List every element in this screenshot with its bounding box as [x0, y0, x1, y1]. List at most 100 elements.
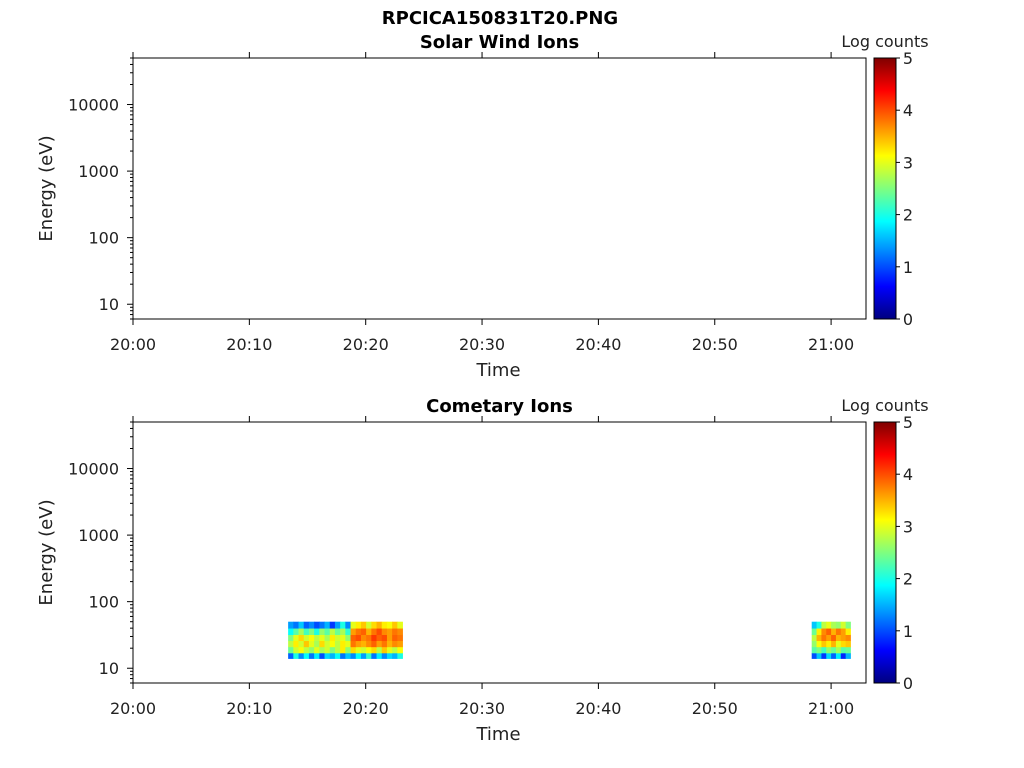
heatmap-cell: [831, 652, 837, 659]
heatmap-cell: [835, 640, 842, 648]
heatmap-cell: [329, 621, 336, 629]
heatmap-cell: [826, 621, 832, 629]
heatmap-cell: [821, 652, 827, 659]
heatmap-cell: [366, 640, 372, 648]
colorbar-tick-label: 3: [903, 517, 913, 536]
heatmap-cell: [303, 634, 310, 642]
heatmap-cell: [345, 628, 351, 635]
heatmap-cell: [392, 628, 398, 635]
x-tick-label: 20:30: [459, 335, 505, 354]
heatmap-cell: [816, 640, 822, 648]
x-tick-label: 21:00: [808, 699, 854, 718]
x-axis-label: Time: [475, 724, 520, 745]
heatmap-cell: [840, 634, 847, 642]
x-tick-label: 20:00: [110, 335, 156, 354]
heatmap-cell: [298, 652, 305, 659]
x-tick-label: 20:00: [110, 699, 156, 718]
heatmap-cell: [334, 634, 341, 642]
heatmap-cell: [355, 621, 362, 629]
heatmap-cell: [840, 640, 847, 648]
heatmap-cell: [845, 634, 851, 642]
heatmap-cell: [392, 640, 398, 648]
heatmap-cell: [392, 634, 398, 642]
heatmap-cell: [840, 646, 847, 654]
heatmap-cell: [826, 628, 832, 635]
heatmap-cell: [845, 621, 851, 629]
x-tick-label: 20:10: [226, 335, 272, 354]
heatmap-cell: [355, 628, 362, 635]
heatmap-cell: [831, 621, 837, 629]
heatmap-cell: [319, 646, 325, 654]
heatmap-cell: [329, 634, 336, 642]
colorbar-label: Log counts: [841, 396, 928, 415]
heatmap-cell: [845, 652, 851, 659]
heatmap-cell: [288, 628, 294, 635]
heatmap-cell: [840, 652, 847, 659]
heatmap-cell: [366, 634, 372, 642]
heatmap-cell: [345, 634, 351, 642]
heatmap-cell: [314, 634, 320, 642]
heatmap-cell: [821, 628, 827, 635]
heatmap-cell: [397, 652, 403, 659]
heatmap-cell: [360, 621, 367, 629]
heatmap-cell: [386, 621, 393, 629]
x-axis: 20:00 20:10 20:20 20:30 20:40 20:50 21:00 Time: [110, 52, 854, 381]
y-tick-label: 10: [99, 659, 119, 678]
panels: Solar Wind Ions 20:00 20:10 20:20 20:30 20:40…: [36, 32, 929, 745]
heatmap-cell: [845, 628, 851, 635]
heatmap-cell: [314, 640, 320, 648]
y-axis-label: Energy (eV): [36, 135, 57, 241]
heatmap-cell: [303, 628, 310, 635]
heatmap-cell: [360, 652, 367, 659]
heatmap-cell: [303, 652, 310, 659]
heatmap-cell: [381, 628, 388, 635]
heatmap-cell: [293, 621, 299, 629]
heatmap-cell: [366, 646, 372, 654]
heatmap-cell: [334, 628, 341, 635]
heatmap-cell: [826, 640, 832, 648]
heatmap-cell: [324, 652, 331, 659]
heatmap-cell: [371, 628, 377, 635]
heatmap-cell: [376, 634, 383, 642]
heatmap-cell: [308, 628, 315, 635]
heatmap-cell: [355, 640, 362, 648]
heatmap-cell: [831, 628, 837, 635]
heatmap-cell: [303, 621, 310, 629]
heatmap-cell: [324, 621, 331, 629]
heatmap-cell: [376, 640, 383, 648]
heatmap-cell: [386, 640, 393, 648]
heatmap-cell: [340, 628, 346, 635]
y-tick-label: 100: [88, 593, 119, 612]
heatmap-cell: [821, 621, 827, 629]
heatmap-cell: [811, 621, 817, 629]
heatmap-cell: [340, 652, 346, 659]
heatmap-cell: [314, 621, 320, 629]
heatmap-cell: [397, 634, 403, 642]
heatmap-cell: [811, 640, 817, 648]
heatmap-cell: [345, 621, 351, 629]
panel-title: Cometary Ions: [426, 396, 573, 417]
heatmap-cell: [345, 646, 351, 654]
heatmap-cell: [366, 621, 372, 629]
heatmap-cell: [816, 652, 822, 659]
colorbar-tick-label: 4: [903, 101, 913, 120]
colorbar-tick-label: 5: [903, 49, 913, 68]
y-tick-label: 10: [99, 295, 119, 314]
figure-title: RPCICA150831T20.PNG: [382, 8, 618, 29]
heatmap-cell: [334, 640, 341, 648]
x-tick-label: 21:00: [808, 335, 854, 354]
heatmap-cell: [381, 634, 388, 642]
colorbar-tick-label: 0: [903, 674, 913, 693]
heatmap-cell: [831, 634, 837, 642]
colorbar-tick-label: 2: [903, 206, 913, 225]
y-axis: 10 100 1000 10000 Energy (eV): [36, 421, 133, 684]
heatmap-cell: [371, 652, 377, 659]
heatmap-cell: [350, 628, 357, 635]
x-tick-label: 20:20: [343, 699, 389, 718]
heatmap-cell: [350, 652, 357, 659]
heatmap-cell: [397, 621, 403, 629]
heatmap-cell: [334, 646, 341, 654]
